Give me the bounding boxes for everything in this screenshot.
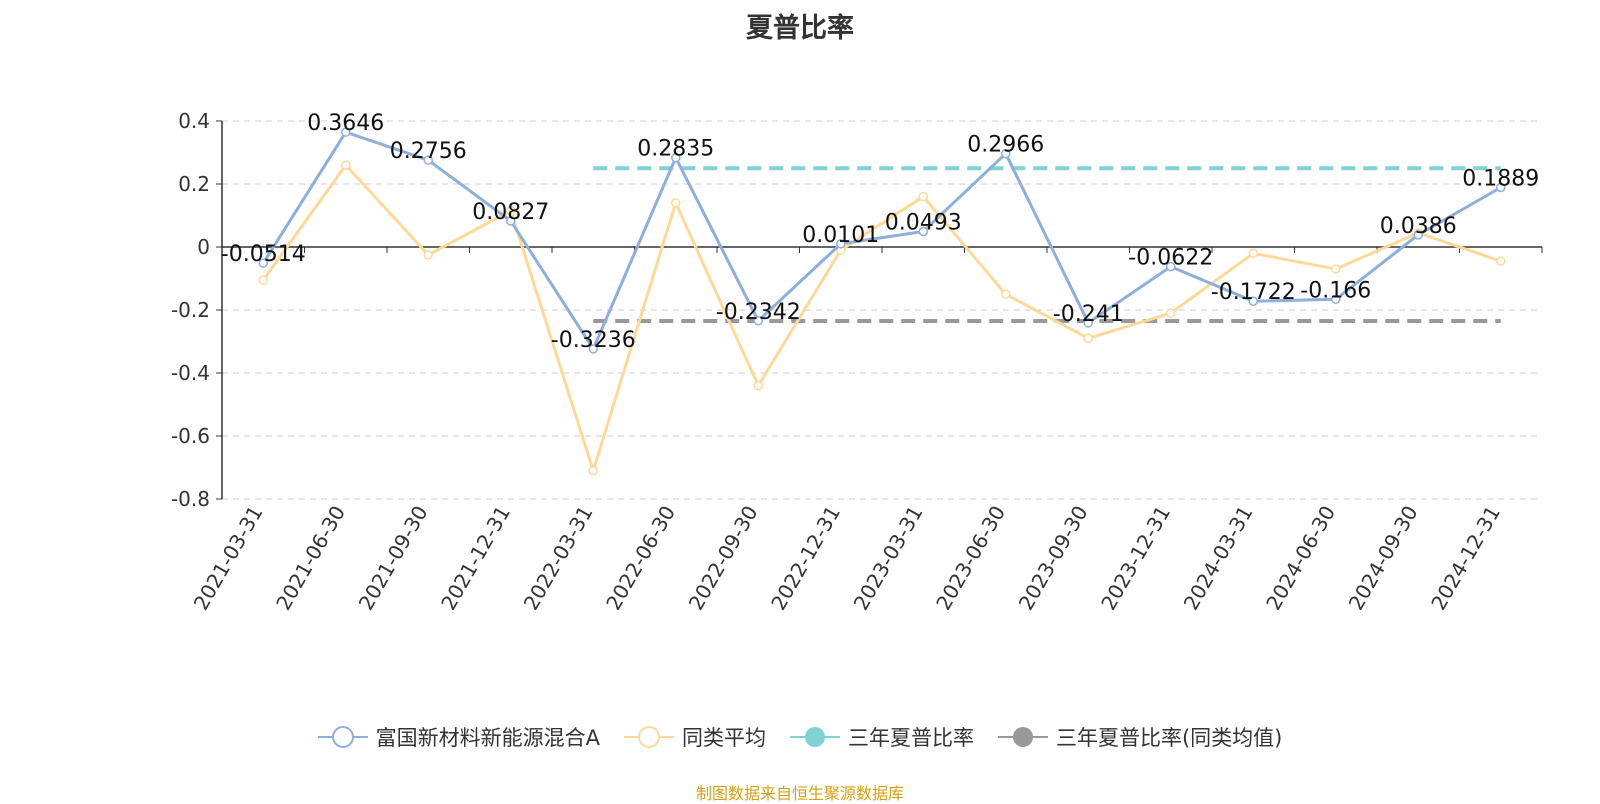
data-point-fund: [753, 316, 763, 326]
reference-lines: [593, 166, 1501, 324]
data-label: 0.0101: [802, 223, 879, 248]
x-tick-label: 2021-12-31: [436, 502, 515, 615]
x-tick-label: 2024-03-31: [1179, 502, 1258, 615]
x-tick-label: 2023-12-31: [1096, 502, 1175, 615]
data-point-fund: [1083, 318, 1093, 328]
data-label: 0.0386: [1380, 214, 1457, 239]
data-label: 0.3646: [307, 111, 384, 136]
y-tick-label: 0.2: [178, 172, 210, 196]
x-tick-label: 2021-03-31: [189, 502, 268, 615]
legend: 富国新材料新能源混合A 同类平均 三年夏普比率 三年夏普比率(同类均值): [0, 722, 1600, 752]
legend-label-three-year-sharpe-peer: 三年夏普比率(同类均值): [1055, 726, 1283, 750]
data-label: -0.3236: [551, 328, 636, 353]
data-point-peer-average: [258, 275, 268, 285]
data-point-peer-average: [1496, 256, 1506, 266]
series-line-fund: [261, 130, 1502, 351]
data-point-fund: [1001, 148, 1011, 159]
x-tick-label: 2022-03-31: [519, 502, 598, 615]
data-point-fund: [836, 239, 846, 249]
data-point-peer-average: [1083, 333, 1093, 344]
data-label: -0.0514: [221, 242, 306, 267]
legend-marker-fund: [317, 726, 368, 748]
data-label: -0.1722: [1211, 280, 1296, 305]
series-line-peer-average: [262, 163, 1502, 473]
data-point-fund: [1496, 182, 1506, 193]
legend-label-peer-average: 同类平均: [681, 726, 766, 750]
x-tick-label: 2022-09-30: [684, 502, 763, 615]
data-label: -0.2342: [716, 300, 801, 325]
grid-layer: [222, 120, 1542, 500]
data-point-peer-average: [671, 198, 681, 208]
data-label: 0.2966: [967, 133, 1044, 158]
legend-label-fund: 富国新材料新能源混合A: [375, 726, 600, 750]
data-point-peer-average: [588, 465, 598, 476]
legend-marker-peer-average: [623, 726, 674, 748]
data-point-peer-average: [753, 380, 763, 391]
data-point-peer-average: [1166, 308, 1176, 318]
data-point-fund: [1166, 261, 1176, 272]
data-point-fund: [1248, 296, 1258, 306]
chart-title: 夏普比率: [746, 13, 854, 44]
data-point-peer-average: [423, 250, 433, 260]
data-point-fund: [671, 152, 681, 163]
data-point-peer-average: [341, 160, 351, 170]
x-tick-label: 2023-09-30: [1014, 502, 1093, 615]
data-source-note: 制图数据来自恒生聚源数据库: [695, 784, 904, 803]
data-point-fund: [258, 258, 268, 268]
data-label: 0.0493: [885, 210, 962, 235]
data-label: 0.0827: [472, 200, 549, 225]
y-tick-label: -0.6: [171, 424, 210, 448]
y-tick-label: -0.4: [171, 361, 210, 385]
legend-label-three-year-sharpe: 三年夏普比率: [847, 726, 974, 750]
data-point-fund: [1331, 294, 1341, 305]
y-tick-label: -0.8: [171, 487, 210, 511]
y-tick-label: -0.2: [171, 298, 210, 322]
data-point-fund: [918, 226, 928, 237]
series-layer: [258, 127, 1506, 476]
data-label: -0.241: [1053, 302, 1124, 327]
data-point-fund: [423, 155, 433, 165]
data-point-fund: [341, 127, 351, 137]
x-tick-label: 2021-06-30: [271, 502, 350, 615]
data-label: 0.2756: [390, 139, 467, 164]
data-label: -0.166: [1300, 278, 1371, 303]
x-tick-label: 2024-12-31: [1426, 502, 1505, 615]
data-point-fund: [588, 344, 598, 354]
y-tick-label: 0.4: [178, 109, 210, 133]
data-label: 0.1889: [1462, 166, 1539, 191]
legend-item-fund[interactable]: 富国新材料新能源混合A: [317, 722, 600, 752]
legend-item-three-year-sharpe[interactable]: 三年夏普比率: [789, 722, 974, 752]
data-point-peer-average: [1331, 264, 1341, 274]
legend-item-peer-average[interactable]: 同类平均: [623, 722, 766, 752]
x-tick-label: 2023-06-30: [931, 502, 1010, 615]
data-point-fund: [1413, 230, 1423, 240]
data-label: -0.0622: [1128, 246, 1213, 271]
y-tick-label: 0: [197, 235, 210, 259]
data-point-peer-average: [1001, 289, 1011, 299]
legend-marker-three-year-sharpe-peer: [997, 727, 1048, 747]
legend-marker-three-year-sharpe: [789, 727, 840, 747]
x-tick-label: 2022-06-30: [601, 502, 680, 615]
x-tick-label: 2021-09-30: [354, 502, 433, 615]
x-tick-label: 2023-03-31: [849, 502, 928, 615]
data-label: 0.2835: [637, 137, 714, 162]
data-point-fund: [506, 216, 516, 226]
x-tick-label: 2024-06-30: [1261, 502, 1340, 615]
x-tick-label: 2022-12-31: [766, 502, 845, 615]
data-point-peer-average: [1248, 248, 1258, 259]
legend-item-three-year-sharpe-peer[interactable]: 三年夏普比率(同类均值): [997, 722, 1283, 752]
data-point-peer-average: [506, 206, 516, 216]
data-point-peer-average: [918, 191, 928, 202]
x-tick-label: 2024-09-30: [1344, 502, 1423, 615]
